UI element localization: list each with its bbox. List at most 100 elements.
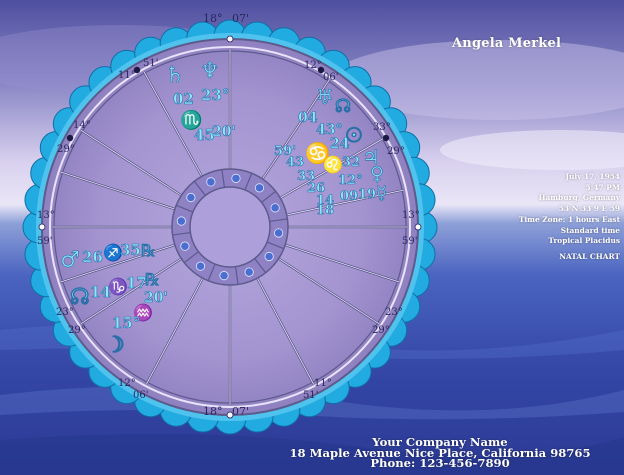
cusp-left-lower-min: 29° bbox=[68, 325, 86, 336]
pluto-minutes: 19 bbox=[358, 187, 376, 202]
zodiac-sign-mark bbox=[176, 216, 186, 226]
house-cusp-line-highlight bbox=[80, 258, 182, 325]
zodiac-divider bbox=[221, 169, 226, 188]
house-cusp-lines bbox=[52, 49, 408, 405]
zodiac-divider bbox=[193, 180, 206, 196]
scorpio-glyph: ♏ bbox=[180, 109, 202, 131]
zodiac-sign-mark bbox=[274, 228, 284, 238]
moon-minutes: 20' bbox=[144, 290, 168, 306]
company-address: 18 Maple Avenue Nice Place, California 9… bbox=[289, 445, 591, 460]
birth-date: July 17, 1954 bbox=[565, 172, 620, 181]
person-name: Angela Merkel bbox=[452, 36, 562, 51]
cusp-marker-right bbox=[414, 223, 422, 231]
node-left-minutes: 17 bbox=[126, 274, 147, 292]
sun-degree: 24 bbox=[330, 136, 350, 152]
venus-glyph: ♀ bbox=[370, 163, 384, 185]
retrograde-glyph-2: ℞ bbox=[145, 270, 159, 289]
cusp-top-deg: 18° bbox=[203, 12, 223, 25]
cusp-right-mid-min: 59' bbox=[402, 236, 417, 247]
zodiac-sign-mark bbox=[195, 261, 206, 271]
dot-right-upper bbox=[382, 134, 390, 142]
mercury-minutes: 59' bbox=[274, 144, 296, 159]
chart-type-label: NATAL CHART bbox=[559, 251, 620, 261]
cusp-marker-top bbox=[226, 35, 234, 43]
house-cusp-line-highlight bbox=[278, 258, 380, 325]
neptune-glyph: ♆ bbox=[200, 58, 220, 84]
zodiac-sign-mark bbox=[180, 241, 190, 251]
leo-glyph: ♌ bbox=[323, 155, 343, 174]
uranus-minutes: 43° bbox=[316, 122, 342, 138]
cusp-lower-left-min: 06' bbox=[133, 390, 148, 401]
neptune-degree: 23° bbox=[201, 86, 229, 104]
zodiac-divider bbox=[207, 263, 216, 282]
axis-dots bbox=[66, 66, 390, 142]
cusp-lower-right-min: 51' bbox=[303, 390, 318, 401]
birth-info-block: July 17, 1954 5:47 PM Hamburg, Germany 5… bbox=[470, 172, 620, 263]
zodiac-sign-mark bbox=[206, 177, 216, 187]
jupiter-degree: 32 bbox=[342, 155, 360, 170]
cusp-left-mid-deg: 13° bbox=[37, 210, 55, 221]
birth-coordinates: 53 N 33 9 E 59 bbox=[558, 204, 620, 214]
uranus-degree: 04 bbox=[298, 110, 318, 126]
house-cusp-line-highlight bbox=[80, 129, 182, 196]
sun-glyph: ☉ bbox=[345, 123, 363, 147]
cusp-left-upper-min: 29° bbox=[57, 144, 75, 155]
house-cusp-markers bbox=[38, 35, 422, 419]
mars-minutes: 35 bbox=[120, 241, 141, 259]
zodiac-divider bbox=[261, 190, 277, 203]
cusp-right-lower-min: 29° bbox=[372, 325, 390, 336]
dot-upper-right bbox=[317, 66, 325, 74]
zodiac-ring-segments bbox=[172, 169, 288, 285]
node-glyph: ☊ bbox=[335, 96, 351, 117]
house-system: Tropical Placidus bbox=[548, 236, 620, 246]
retrograde-glyph: ℞ bbox=[141, 241, 155, 260]
house-cusp-line-highlight bbox=[286, 189, 405, 216]
zodiac-divider bbox=[254, 258, 267, 274]
house-cusp-line-highlight bbox=[146, 278, 204, 385]
cusp-upper-right-min: 06' bbox=[323, 72, 338, 83]
company-name: Your Company Name bbox=[372, 435, 508, 449]
birth-time: 5:47 PM bbox=[585, 182, 620, 192]
mars-glyph: ♂ bbox=[60, 247, 80, 273]
house-cusp-line-highlight bbox=[285, 244, 400, 283]
zodiac-sign-mark bbox=[244, 267, 254, 277]
saturn-degree: 02 bbox=[173, 90, 194, 108]
time-zone: Time Zone: 1 hours East bbox=[518, 214, 620, 224]
venus-degree: 26 bbox=[307, 181, 325, 196]
venus-minutes: 43 bbox=[286, 155, 304, 170]
dot-left-upper bbox=[66, 134, 74, 142]
mercury-degree: 33 bbox=[297, 169, 315, 184]
zodiac-divider bbox=[266, 241, 285, 250]
zodiac-sign-mark bbox=[186, 192, 196, 203]
zodiac-divider bbox=[172, 231, 191, 236]
company-footer: Your Company Name 18 Maple Avenue Nice P… bbox=[270, 435, 610, 469]
cusp-marker-left bbox=[38, 223, 46, 231]
house-cusp-line-highlight bbox=[143, 71, 203, 177]
uranus-glyph: ♅ bbox=[316, 85, 334, 109]
cancer-glyph: ♋ bbox=[305, 141, 330, 165]
jupiter-minutes: 09 bbox=[340, 189, 358, 204]
zodiac-divider bbox=[183, 251, 199, 264]
cusp-top-min: 07' bbox=[232, 12, 249, 25]
dot-upper-left bbox=[133, 66, 141, 74]
moon-glyph: ☽ bbox=[105, 332, 125, 358]
cusp-right-upper-deg: 33° bbox=[373, 122, 391, 133]
house-cusp-line-highlight bbox=[256, 278, 314, 385]
cusp-left-mid-min: 59' bbox=[37, 236, 52, 247]
house-cusp-line-highlight bbox=[262, 79, 330, 180]
zodiac-sign-mark bbox=[231, 173, 241, 183]
mars-degree: 26 bbox=[82, 248, 103, 266]
moon-node-degree: 14 bbox=[316, 193, 334, 208]
cusp-upper-left-min: 51' bbox=[143, 58, 158, 69]
cusp-marker-bottom bbox=[226, 411, 234, 419]
cusp-right-upper-min: 29° bbox=[387, 146, 405, 157]
zodiac-divider bbox=[175, 204, 194, 213]
cusp-right-mid-deg: 13° bbox=[402, 210, 420, 221]
cusp-lower-right-deg: 11° bbox=[314, 378, 332, 389]
birth-place: Hamburg, Germany bbox=[538, 193, 620, 203]
node-left-degree: 14 bbox=[90, 283, 111, 301]
house-cusp-line-highlight bbox=[60, 244, 175, 283]
pluto-degree: 12° bbox=[338, 173, 363, 188]
